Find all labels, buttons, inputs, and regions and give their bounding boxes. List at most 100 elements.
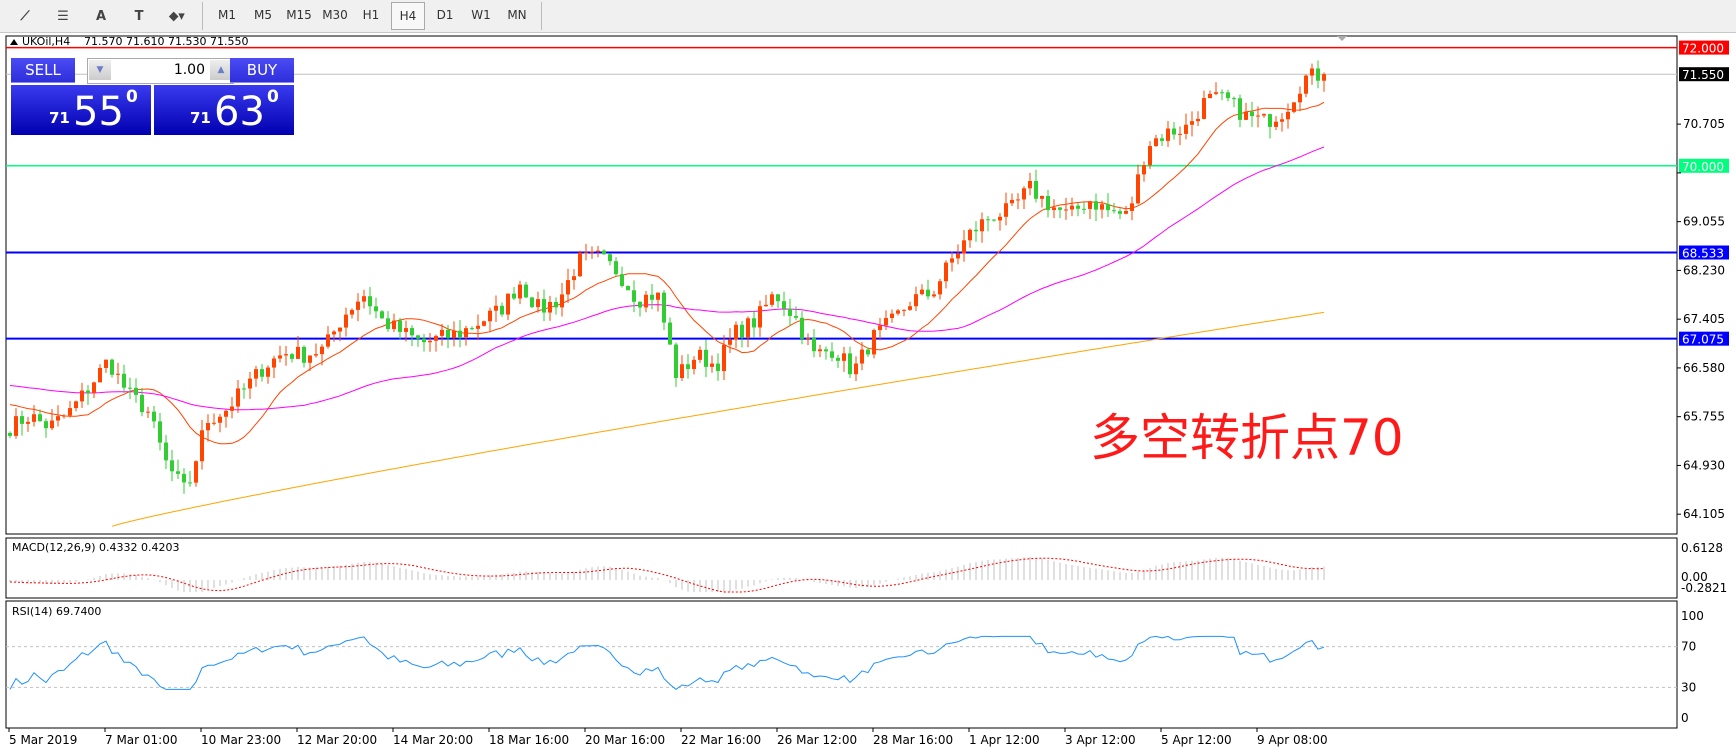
candle [932, 290, 936, 298]
sell-price-pips: 55 [73, 89, 124, 135]
price-tick-label: 67.405 [1683, 312, 1725, 326]
timeframe-mn[interactable]: MN [507, 8, 527, 22]
candle-body [686, 364, 690, 370]
candle [1016, 193, 1020, 210]
timeframe-m30[interactable]: M30 [322, 8, 348, 22]
buy-button[interactable]: BUY [230, 58, 294, 83]
candle-body [1220, 92, 1224, 94]
sell-button[interactable]: SELL [11, 58, 75, 83]
candle-body [1310, 68, 1314, 76]
candle [1178, 126, 1182, 146]
period-separator-icon[interactable]: ⟋ [20, 8, 30, 24]
candle [752, 310, 756, 338]
candle-body [530, 297, 534, 308]
chart-area[interactable]: 72.000 71.550 70.000 68.533 67.075 70.705 69.0… [0, 33, 1736, 755]
timeframe-d1[interactable]: D1 [436, 8, 454, 22]
candle [1256, 106, 1260, 128]
lot-decrease-button[interactable]: ▼ [89, 60, 111, 80]
candle-body [326, 334, 330, 347]
candle-body [434, 335, 438, 341]
candle-body [758, 306, 762, 328]
fibo-icon[interactable]: ☰ [57, 8, 69, 24]
level-label: 67.075 [1682, 333, 1724, 347]
candle [1148, 141, 1152, 169]
candle [1094, 193, 1098, 222]
candle [1196, 111, 1200, 126]
candle-body [1154, 138, 1158, 147]
candle-body [1184, 124, 1188, 134]
sell-price[interactable]: 71 55 0 [11, 85, 151, 135]
timeframe-m15[interactable]: M15 [286, 8, 312, 22]
candle-body [218, 416, 222, 423]
candle [1304, 74, 1308, 98]
candle-body [1058, 207, 1062, 210]
candle [512, 287, 516, 301]
candle-body [1028, 180, 1032, 189]
candle [20, 410, 24, 436]
candle-body [848, 353, 852, 375]
time-label: 5 Mar 2019 [9, 733, 77, 747]
candle [80, 382, 84, 408]
candle [554, 297, 558, 315]
candle-body [224, 410, 228, 417]
lot-increase-button[interactable]: ▲ [210, 60, 232, 80]
text-label-icon[interactable]: T [134, 8, 144, 24]
candle-body [1268, 114, 1272, 127]
candle-body [632, 290, 636, 302]
candle-body [986, 219, 990, 221]
text-icon[interactable]: A [95, 8, 107, 24]
candle-body [320, 346, 324, 355]
timeframe-h4[interactable]: H4 [391, 2, 425, 30]
macd-tick-label: 0.00 [1681, 570, 1708, 584]
candle-body [1016, 199, 1020, 201]
candle-body [884, 318, 888, 326]
candle [182, 468, 186, 494]
candle [578, 250, 582, 277]
candle [680, 355, 684, 381]
candle-body [236, 388, 240, 407]
candle-body [146, 411, 150, 413]
candle [326, 326, 330, 349]
candle-body [290, 354, 294, 359]
candle [902, 309, 906, 317]
candle [1100, 200, 1104, 219]
candle-body [272, 358, 276, 368]
candle-body [1070, 205, 1074, 210]
candle [428, 333, 432, 352]
buy-price-prefix: 71 [190, 109, 211, 127]
candle-body [1214, 92, 1218, 94]
candle [1070, 197, 1074, 217]
candle-body [470, 328, 474, 330]
chart-shift-icon [1337, 36, 1347, 41]
candle [1088, 200, 1092, 220]
candle-body [662, 292, 666, 323]
candle [260, 363, 264, 382]
timeframe-w1[interactable]: W1 [471, 8, 491, 22]
candle-body [200, 430, 204, 462]
candle [734, 321, 738, 348]
arrows-icon[interactable]: ⬥▾ [169, 8, 185, 24]
candle-body [86, 390, 90, 394]
candle-body [740, 324, 744, 338]
timeframe-m1[interactable]: M1 [218, 8, 236, 22]
candle-body [1142, 165, 1146, 175]
price-tick-label: 66.580 [1683, 361, 1725, 375]
candle-body [1172, 128, 1176, 135]
candle-body [920, 289, 924, 295]
price-tick-label: 64.105 [1683, 507, 1725, 521]
candle [530, 296, 534, 309]
candle [698, 346, 702, 363]
candle [164, 435, 168, 469]
timeframe-m5[interactable]: M5 [254, 8, 272, 22]
candle [860, 342, 864, 371]
candle [920, 284, 924, 296]
lot-size-input[interactable]: ▼ 1.00 ▲ [87, 58, 234, 84]
candle-body [926, 289, 930, 297]
timeframe-h1[interactable]: H1 [362, 8, 380, 22]
candle-body [164, 442, 168, 461]
candle [284, 346, 288, 366]
candle-body [968, 229, 972, 241]
buy-price[interactable]: 71 63 0 [154, 85, 294, 135]
candle-body [38, 414, 42, 422]
rsi-label: RSI(14) 69.7400 [12, 605, 101, 618]
